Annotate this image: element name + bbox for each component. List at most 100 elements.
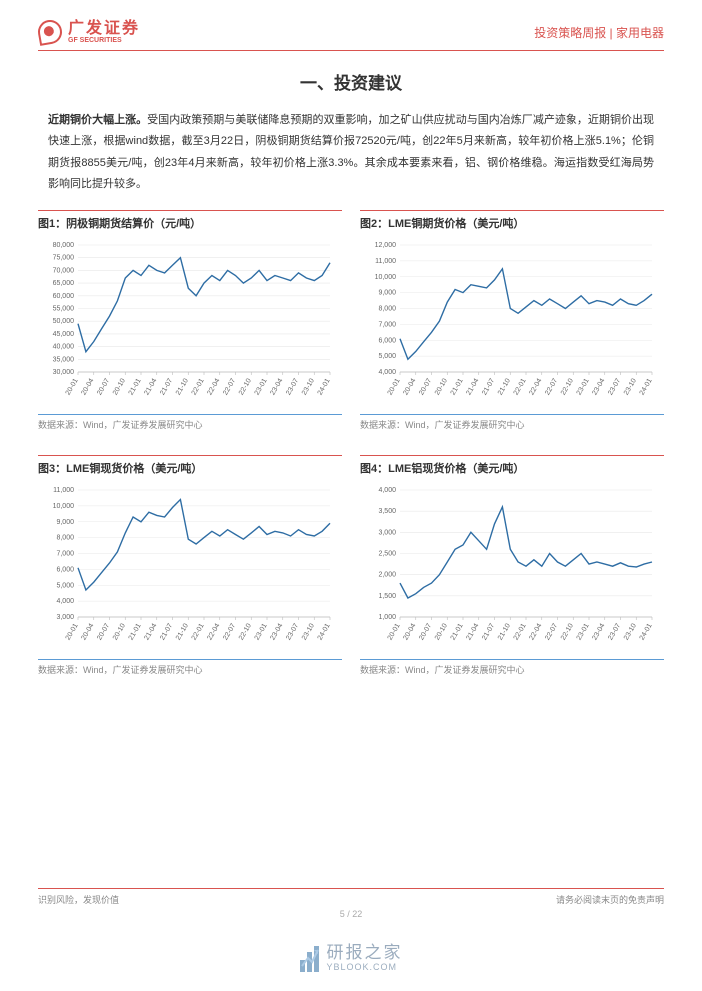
svg-text:23-04: 23-04 xyxy=(591,622,606,641)
svg-text:22-04: 22-04 xyxy=(528,377,543,396)
svg-text:2,000: 2,000 xyxy=(378,571,396,578)
svg-text:22-01: 22-01 xyxy=(191,377,206,396)
watermark: 研报之家 YBLOOK.COM xyxy=(0,944,702,973)
svg-text:10,000: 10,000 xyxy=(375,274,397,281)
logo-icon xyxy=(36,18,64,46)
svg-text:23-01: 23-01 xyxy=(576,622,591,641)
svg-text:30,000: 30,000 xyxy=(53,369,75,376)
watermark-icon xyxy=(300,946,319,972)
svg-text:21-04: 21-04 xyxy=(465,622,480,641)
svg-text:21-10: 21-10 xyxy=(497,377,512,396)
svg-text:22-04: 22-04 xyxy=(206,622,221,641)
svg-text:23-10: 23-10 xyxy=(623,377,638,396)
chart-source: 数据来源：Wind，广发证券发展研究中心 xyxy=(360,414,664,431)
chart-source: 数据来源：Wind，广发证券发展研究中心 xyxy=(360,659,664,676)
svg-text:55,000: 55,000 xyxy=(53,305,75,312)
svg-text:11,000: 11,000 xyxy=(53,487,74,494)
svg-text:20-04: 20-04 xyxy=(80,377,95,396)
svg-text:23-01: 23-01 xyxy=(254,622,269,641)
body-paragraph: 近期铜价大幅上涨。受国内政策预期与美联储降息预期的双重影响，加之矿山供应扰动与国… xyxy=(48,110,654,196)
svg-text:24-01: 24-01 xyxy=(639,377,654,396)
line-chart: 3,0004,0005,0006,0007,0008,0009,00010,00… xyxy=(38,482,338,657)
svg-text:22-07: 22-07 xyxy=(222,622,237,641)
charts-grid: 图1：阴极铜期货结算价（元/吨）30,00035,00040,00045,000… xyxy=(38,210,664,676)
svg-text:9,000: 9,000 xyxy=(378,289,396,296)
svg-text:50,000: 50,000 xyxy=(53,318,75,325)
line-chart: 4,0005,0006,0007,0008,0009,00010,00011,0… xyxy=(360,237,660,412)
svg-text:23-01: 23-01 xyxy=(576,377,591,396)
svg-text:23-01: 23-01 xyxy=(254,377,269,396)
header-category: 投资策略周报 | 家用电器 xyxy=(534,24,664,41)
svg-text:4,000: 4,000 xyxy=(378,369,396,376)
svg-text:21-04: 21-04 xyxy=(465,377,480,396)
data-line xyxy=(78,257,330,351)
svg-text:20-01: 20-01 xyxy=(387,377,402,396)
svg-text:20-04: 20-04 xyxy=(402,622,417,641)
svg-text:20-10: 20-10 xyxy=(112,377,127,396)
svg-text:23-10: 23-10 xyxy=(301,377,316,396)
chart-source: 数据来源：Wind，广发证券发展研究中心 xyxy=(38,659,342,676)
svg-text:22-10: 22-10 xyxy=(238,622,253,641)
svg-text:21-07: 21-07 xyxy=(159,622,174,641)
svg-text:12,000: 12,000 xyxy=(375,242,397,249)
logo: 广发证券 GF SECURITIES xyxy=(38,20,140,44)
svg-text:22-04: 22-04 xyxy=(206,377,221,396)
svg-text:5,000: 5,000 xyxy=(56,582,74,589)
footer-left: 识别风险，发现价值 xyxy=(38,893,119,906)
svg-text:20-01: 20-01 xyxy=(65,377,80,396)
svg-text:22-01: 22-01 xyxy=(513,377,528,396)
svg-text:21-10: 21-10 xyxy=(175,622,190,641)
svg-text:22-01: 22-01 xyxy=(191,622,206,641)
chart-title: 图1：阴极铜期货结算价（元/吨） xyxy=(38,210,342,237)
svg-text:22-01: 22-01 xyxy=(513,622,528,641)
page-footer: 识别风险，发现价值 请务必阅读末页的免责声明 xyxy=(38,888,664,906)
footer-right: 请务必阅读末页的免责声明 xyxy=(556,893,664,906)
svg-text:22-07: 22-07 xyxy=(544,377,559,396)
svg-text:23-07: 23-07 xyxy=(285,622,300,641)
svg-text:20-04: 20-04 xyxy=(80,622,95,641)
svg-text:24-01: 24-01 xyxy=(317,622,332,641)
svg-text:21-01: 21-01 xyxy=(128,377,143,396)
svg-text:20-10: 20-10 xyxy=(112,622,127,641)
svg-text:6,000: 6,000 xyxy=(378,337,396,344)
watermark-arrow-icon xyxy=(301,946,319,972)
svg-text:3,000: 3,000 xyxy=(378,529,396,536)
chart-block-1: 图1：阴极铜期货结算价（元/吨）30,00035,00040,00045,000… xyxy=(38,210,342,431)
svg-text:22-10: 22-10 xyxy=(560,622,575,641)
svg-text:22-10: 22-10 xyxy=(560,377,575,396)
svg-text:35,000: 35,000 xyxy=(53,356,75,363)
svg-text:21-07: 21-07 xyxy=(159,377,174,396)
svg-text:3,000: 3,000 xyxy=(56,614,74,621)
svg-text:20-07: 20-07 xyxy=(96,622,111,641)
watermark-en: YBLOOK.COM xyxy=(327,963,403,973)
svg-text:7,000: 7,000 xyxy=(56,550,74,557)
svg-text:75,000: 75,000 xyxy=(53,254,75,261)
svg-text:23-04: 23-04 xyxy=(269,377,284,396)
page-header: 广发证券 GF SECURITIES 投资策略周报 | 家用电器 xyxy=(38,20,664,51)
svg-text:45,000: 45,000 xyxy=(53,331,75,338)
svg-text:21-10: 21-10 xyxy=(497,622,512,641)
chart-source: 数据来源：Wind，广发证券发展研究中心 xyxy=(38,414,342,431)
watermark-zh: 研报之家 xyxy=(327,944,403,963)
svg-text:20-01: 20-01 xyxy=(65,622,80,641)
svg-text:22-07: 22-07 xyxy=(544,622,559,641)
svg-text:21-07: 21-07 xyxy=(481,622,496,641)
svg-text:22-04: 22-04 xyxy=(528,622,543,641)
chart-block-3: 图3：LME铜现货价格（美元/吨）3,0004,0005,0006,0007,0… xyxy=(38,455,342,676)
data-line xyxy=(78,499,330,590)
svg-text:21-01: 21-01 xyxy=(450,622,465,641)
logo-text-en: GF SECURITIES xyxy=(68,37,140,44)
logo-text-zh: 广发证券 xyxy=(68,21,140,37)
svg-text:23-07: 23-07 xyxy=(285,377,300,396)
svg-text:21-10: 21-10 xyxy=(175,377,190,396)
svg-text:20-07: 20-07 xyxy=(418,377,433,396)
data-line xyxy=(400,269,652,360)
svg-text:20-10: 20-10 xyxy=(434,377,449,396)
svg-text:9,000: 9,000 xyxy=(56,519,74,526)
svg-text:5,000: 5,000 xyxy=(378,353,396,360)
svg-text:7,000: 7,000 xyxy=(378,321,396,328)
svg-text:60,000: 60,000 xyxy=(53,293,75,300)
svg-text:20-07: 20-07 xyxy=(418,622,433,641)
line-chart: 1,0001,5002,0002,5003,0003,5004,00020-01… xyxy=(360,482,660,657)
chart-title: 图4：LME铝现货价格（美元/吨） xyxy=(360,455,664,482)
